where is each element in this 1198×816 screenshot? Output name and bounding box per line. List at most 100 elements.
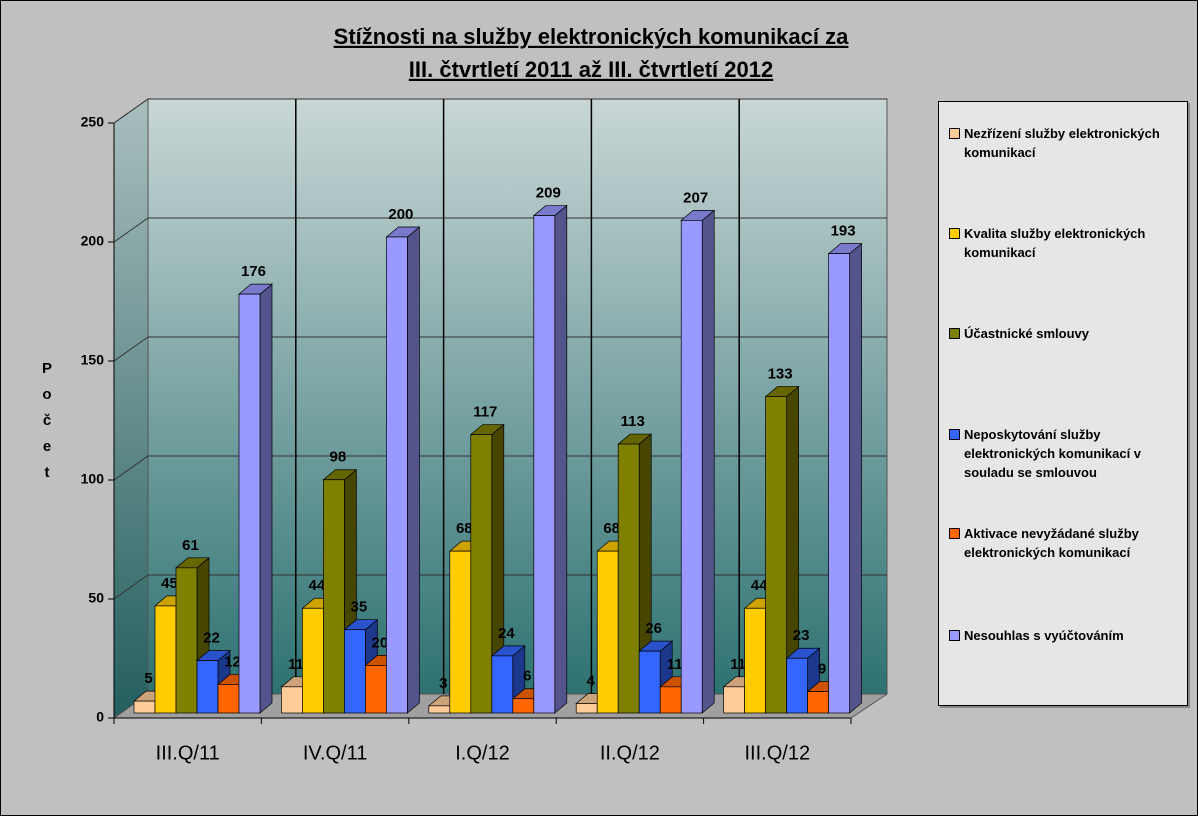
bar [344,629,366,714]
bar [491,655,514,714]
bar [323,479,345,714]
data-label: 209 [536,185,561,202]
chart-title: III. čtvrtletí 2011 až III. čtvrtletí 20… [409,57,773,82]
data-label: 3 [439,675,447,692]
bar [386,236,408,714]
data-label: 45 [161,575,178,592]
x-tick-label: IV.Q/11 [303,742,368,764]
bar [428,705,451,714]
legend-label: Nezřízení služby elektronických komunika… [964,126,1160,160]
bar [659,686,682,714]
bar [575,703,598,714]
legend-entry: Neposkytování služby elektronických komu… [949,425,1181,482]
data-label: 193 [831,223,856,240]
legend-swatch [949,328,960,339]
x-tick-label: III.Q/11 [156,742,220,764]
y-tick-label: 250 [81,114,105,130]
bar-side [554,204,568,714]
grid-line [113,217,149,243]
x-tick-label: II.Q/12 [600,742,660,764]
bar [533,215,556,714]
chart-title: Stížnosti na služby elektronických komun… [334,24,849,49]
legend-entry: Nesouhlas s vyúčtováním [949,626,1181,645]
legend-entry: Nezřízení služby elektronických komunika… [949,124,1181,162]
y-tick-label: 150 [81,352,105,368]
bar [281,686,303,714]
bar [765,396,787,714]
bar-side [259,283,273,714]
bar [680,219,703,714]
legend-swatch [949,528,960,539]
grid-line [113,98,149,124]
data-label: 6 [523,668,531,685]
bar [196,660,219,714]
legend-swatch [949,630,960,641]
bar [744,607,766,714]
legend: Nezřízení služby elektronických komunika… [938,101,1188,706]
data-label: 11 [730,656,746,673]
legend-entry: Účastnické smlouvy [949,324,1181,343]
grid-line [113,336,149,362]
bar [617,443,640,714]
side-wall [113,98,149,719]
data-label: 23 [793,627,810,644]
bar [449,550,472,714]
grid-line [113,574,149,600]
bar-side [849,242,862,714]
data-label: 12 [224,653,241,670]
bar [365,665,387,714]
bar [786,657,808,714]
bar [175,567,198,714]
data-label: 68 [603,520,620,537]
bar [217,684,240,714]
x-tick-label: III.Q/12 [745,742,811,764]
data-label: 44 [751,577,768,594]
bar [807,691,829,714]
y-tick-label: 100 [81,471,105,487]
data-label: 207 [683,189,708,206]
x-tick-label: I.Q/12 [455,742,509,764]
bar [723,686,745,714]
grid-line [113,455,149,481]
data-label: 26 [645,620,662,637]
legend-label: Nesouhlas s vyúčtováním [964,628,1124,643]
y-axis-label: Počet [41,360,52,481]
legend-label: Účastnické smlouvy [964,326,1090,341]
data-label: 68 [456,520,473,537]
data-label: 44 [309,577,326,594]
data-label: 61 [182,537,199,554]
legend-swatch [949,128,960,139]
y-tick-label: 200 [81,233,105,249]
data-label: 22 [203,630,220,647]
legend-entry: Aktivace nevyžádané služby elektronickýc… [949,524,1181,562]
legend-label: Aktivace nevyžádané služby elektronickýc… [964,526,1139,560]
data-label: 11 [667,656,683,673]
legend-label: Neposkytování služby elektronických komu… [964,427,1142,480]
y-tick-label: 0 [96,709,104,725]
data-label: 11 [288,656,304,673]
data-label: 133 [768,365,793,382]
bar-side [407,226,420,714]
data-label: 113 [621,413,645,430]
data-label: 9 [818,661,826,678]
bar [828,253,850,714]
data-label: 20 [372,634,389,651]
data-label: 98 [330,449,347,466]
bar-side [701,209,715,714]
legend-swatch [949,228,960,239]
data-label: 117 [473,404,497,421]
legend-swatch [949,429,960,440]
bar [154,605,177,714]
bar [596,550,619,714]
data-label: 4 [587,672,596,689]
bar [133,700,156,714]
bar [238,293,261,714]
bar [470,434,493,714]
bar [638,650,661,714]
data-label: 35 [351,599,368,616]
bar [302,607,324,714]
data-label: 24 [498,625,515,642]
data-label: 5 [144,670,152,687]
legend-label: Kvalita služby elektronických komunikací [964,226,1146,260]
